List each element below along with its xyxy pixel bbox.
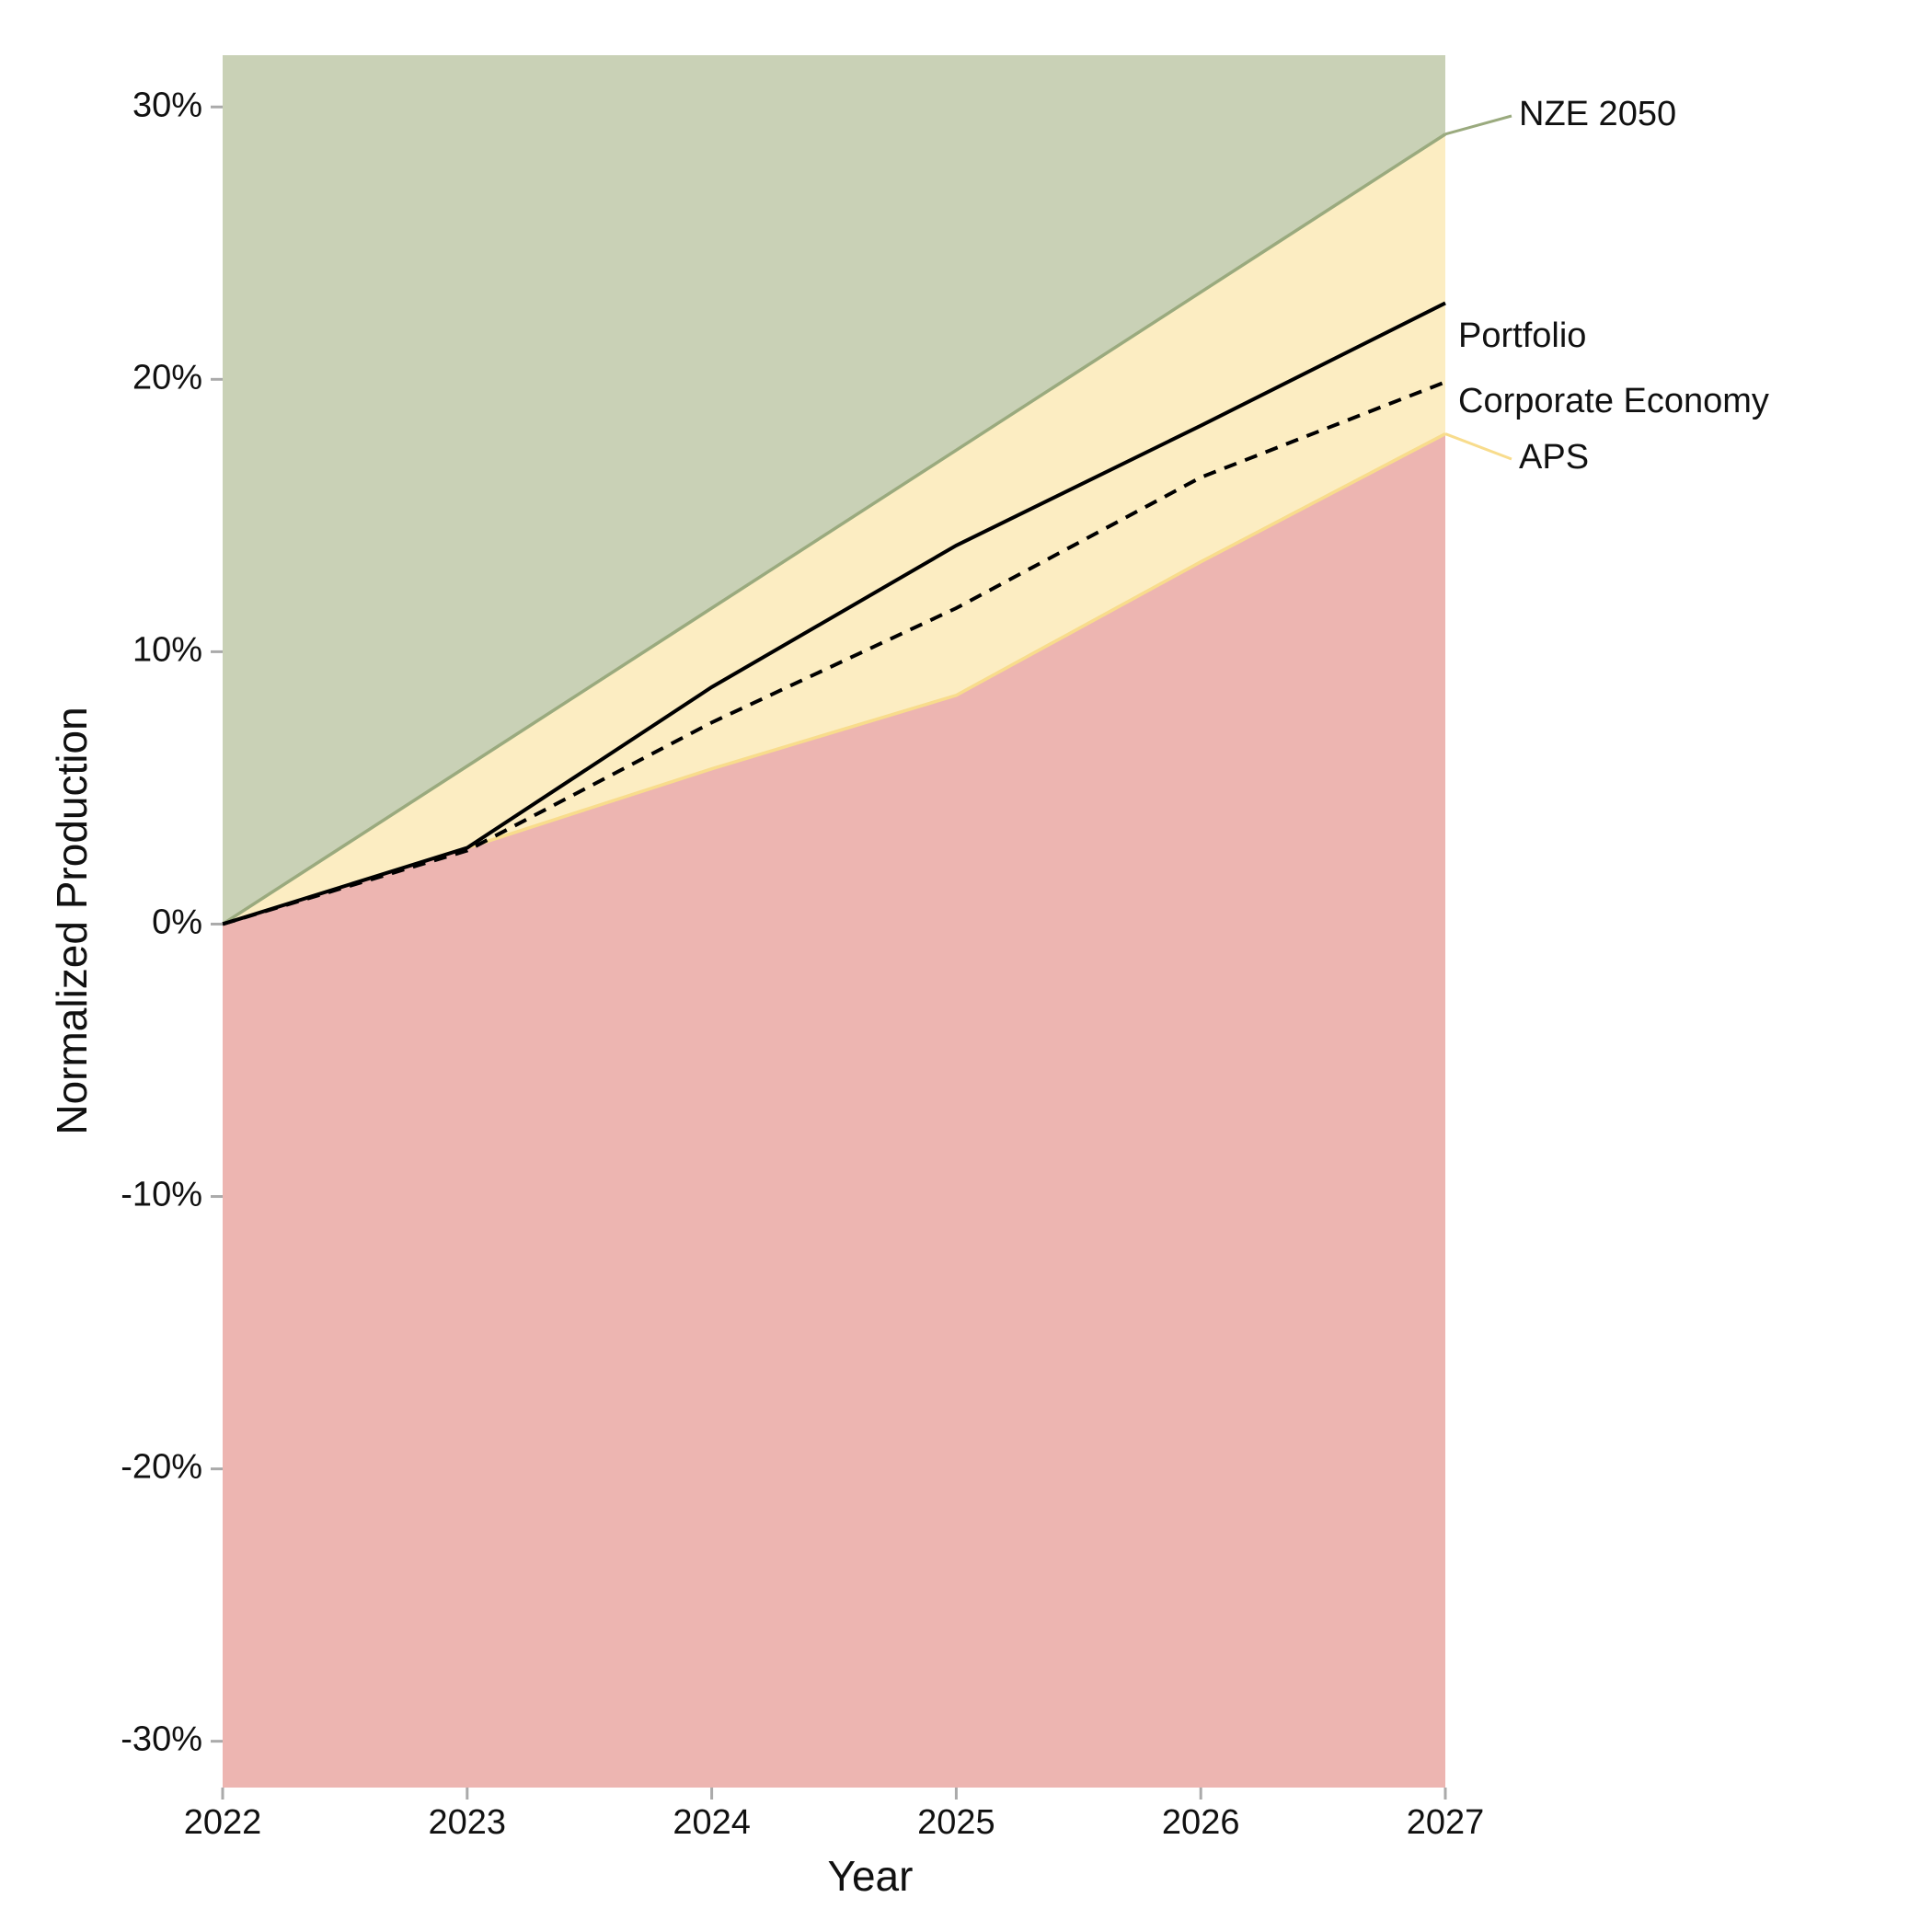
series-line <box>222 301 1446 926</box>
area-below <box>223 433 1445 1788</box>
y-tick-label: -10% <box>121 1176 202 1214</box>
x-tick-label: 2024 <box>673 1803 751 1842</box>
y-tick-label: 30% <box>132 86 202 124</box>
y-axis-title: Normalized Production <box>48 707 96 1134</box>
series-label: Portfolio <box>1458 316 1586 355</box>
scenario-line <box>222 132 1446 926</box>
y-tick-label: 20% <box>132 358 202 397</box>
series-label: APS <box>1519 438 1589 477</box>
series-label: Corporate Economy <box>1458 382 1769 420</box>
series-line <box>222 380 1446 926</box>
y-tick-label: -30% <box>121 1720 202 1759</box>
x-tick-label: 2026 <box>1162 1803 1240 1842</box>
y-tick-label: -20% <box>121 1448 202 1487</box>
x-tick-label: 2023 <box>429 1803 507 1842</box>
x-tick-label: 2027 <box>1407 1803 1485 1842</box>
label-connector <box>1444 432 1512 461</box>
series-label: NZE 2050 <box>1519 95 1676 133</box>
x-tick-label: 2025 <box>917 1803 995 1842</box>
label-connector <box>1444 114 1512 136</box>
x-tick-label: 2022 <box>184 1803 262 1842</box>
y-tick-label: 10% <box>132 630 202 669</box>
x-axis-title: Year <box>828 1852 914 1900</box>
scenario-band <box>223 55 1445 925</box>
y-tick-label: 0% <box>152 903 202 941</box>
